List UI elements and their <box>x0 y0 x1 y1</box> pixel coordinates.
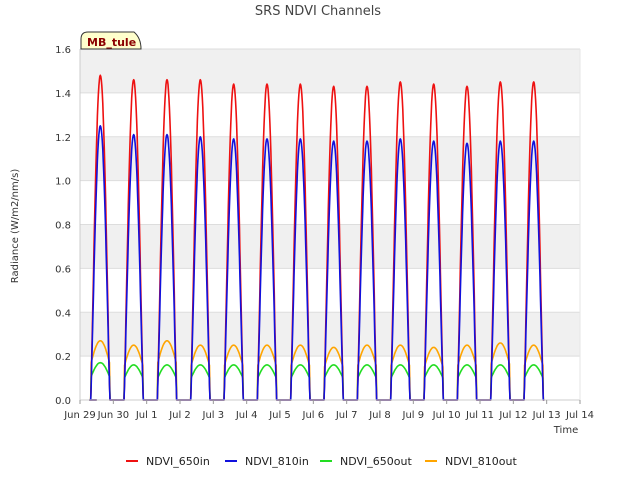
legend: NDVI_650in NDVI_810in NDVI_650out NDVI_810o… <box>126 455 517 468</box>
x-tick-label: Jul 9 <box>402 410 425 421</box>
x-tick-label: Jul 4 <box>235 410 258 421</box>
x-tick-label: Jun 30 <box>97 410 130 421</box>
y-tick-label: 0.8 <box>55 221 71 232</box>
site-label: MB_tule <box>87 36 136 49</box>
plot-band <box>80 49 580 93</box>
x-tick-label: Jul 5 <box>268 410 291 421</box>
legend-label: NDVI_810in <box>245 455 309 468</box>
x-tick-label: Jul 7 <box>335 410 358 421</box>
site-label-box: MB_tule <box>80 31 142 50</box>
y-tick-label: 1.4 <box>55 89 71 100</box>
x-axis-label: Time <box>553 425 578 436</box>
x-axis-ticks: Jun 29 Jun 30 Jul 1 Jul 2 Jul 3 Jul 4 Jul 5 Jul… <box>63 400 594 421</box>
x-tick-label: Jul 12 <box>498 410 527 421</box>
x-tick-label: Jul 11 <box>465 410 494 421</box>
x-tick-label: Jul 13 <box>532 410 561 421</box>
legend-label: NDVI_650in <box>146 455 210 468</box>
y-tick-label: 0.6 <box>55 264 71 275</box>
site-label-background <box>80 31 142 50</box>
y-tick-label: 0.2 <box>55 352 71 363</box>
y-axis-label: Radiance (W/m2/nm/s) <box>10 169 21 284</box>
x-tick-label: Jul 14 <box>565 410 594 421</box>
plot-band <box>80 224 580 269</box>
chart-title: SRS NDVI Channels <box>255 4 381 19</box>
x-tick-label: Jul 8 <box>368 410 391 421</box>
y-tick-label: 1.6 <box>55 45 71 56</box>
x-tick-label: Jun 29 <box>63 410 96 421</box>
x-tick-label: Jul 10 <box>432 410 461 421</box>
legend-label: NDVI_650out <box>340 455 412 468</box>
y-tick-label: 0.4 <box>55 308 71 319</box>
y-axis-ticks: 0.0 0.2 0.4 0.6 0.8 1.0 1.2 1.4 1.6 <box>55 45 71 407</box>
legend-label: NDVI_810out <box>445 455 517 468</box>
axes <box>79 49 581 401</box>
x-tick-label: Jul 2 <box>168 410 191 421</box>
x-tick-label: Jul 3 <box>202 410 225 421</box>
y-tick-label: 0.0 <box>55 396 71 407</box>
x-tick-label: Jul 6 <box>302 410 325 421</box>
y-tick-label: 1.2 <box>55 133 71 144</box>
x-tick-label: Jul 1 <box>135 410 158 421</box>
y-tick-label: 1.0 <box>55 177 71 188</box>
